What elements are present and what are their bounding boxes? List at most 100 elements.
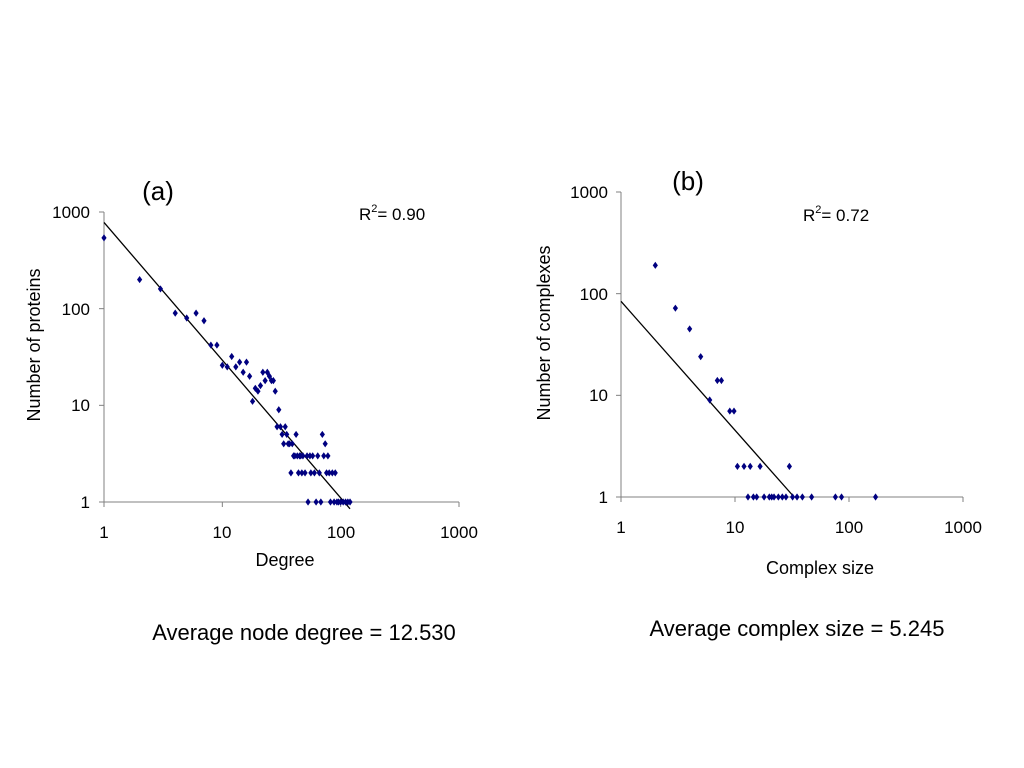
- data-point-b: [745, 493, 751, 501]
- data-point-a: [331, 498, 337, 506]
- data-point-b: [672, 304, 678, 312]
- y-tick-label: 10: [71, 396, 90, 415]
- data-point-a: [137, 275, 143, 284]
- data-point-a: [184, 314, 190, 322]
- y-axis-title-b: Number of complexes: [534, 245, 554, 420]
- y-tick-label: 1000: [52, 203, 90, 222]
- data-point-a: [284, 430, 290, 439]
- data-point-a: [157, 285, 164, 293]
- data-point-b: [707, 396, 713, 404]
- data-point-a: [229, 352, 235, 361]
- x-axis-title-b: Complex size: [766, 558, 874, 578]
- data-point-a: [289, 440, 295, 448]
- data-point-b: [799, 493, 805, 501]
- x-axis-title-a: Degree: [255, 550, 314, 570]
- data-point-b: [714, 376, 720, 385]
- data-point-a: [323, 469, 330, 477]
- data-point-a: [319, 430, 325, 439]
- y-tick-label: 1: [81, 493, 90, 512]
- data-point-a: [266, 372, 273, 380]
- data-point-a: [347, 498, 353, 506]
- x-tick-label: 1000: [944, 518, 982, 537]
- caption-average-complex-size: Average complex size = 5.245: [650, 616, 945, 641]
- data-point-a: [282, 423, 288, 431]
- chart-a: (a) R2= 0.90 1 10 100 1000 1 10 100 1000…: [24, 176, 478, 570]
- y-axis-title-a: Number of proteins: [24, 268, 44, 421]
- data-point-a: [172, 309, 178, 317]
- ticks-a: [99, 211, 460, 507]
- data-point-b: [687, 325, 693, 333]
- data-point-a: [240, 368, 246, 376]
- data-point-a: [260, 368, 266, 376]
- points-a: [101, 234, 353, 506]
- y-tick-label: 1: [599, 488, 608, 507]
- y-tick-label: 1000: [570, 183, 608, 202]
- ticks-b: [616, 191, 964, 502]
- data-point-a: [257, 382, 264, 390]
- data-point-a: [302, 469, 308, 477]
- data-point-a: [277, 423, 284, 431]
- x-tick-label: 100: [835, 518, 863, 537]
- data-point-a: [276, 406, 282, 414]
- data-point-a: [201, 317, 207, 325]
- data-point-a: [281, 440, 287, 448]
- data-point-b: [731, 407, 737, 415]
- data-point-a: [214, 341, 220, 349]
- data-point-a: [193, 309, 199, 317]
- data-point-b: [718, 376, 725, 385]
- data-point-a: [255, 387, 261, 395]
- data-point-b: [741, 462, 747, 470]
- data-point-a: [208, 341, 214, 349]
- y-tick-label: 100: [62, 300, 90, 319]
- trend-line-b: [620, 300, 795, 498]
- data-point-a: [315, 452, 321, 460]
- y-tick-label: 10: [589, 386, 608, 405]
- data-point-a: [249, 397, 256, 405]
- data-point-b: [757, 462, 763, 470]
- data-point-b: [872, 493, 879, 501]
- data-point-b: [754, 493, 760, 501]
- points-b: [652, 261, 879, 501]
- data-point-b: [838, 493, 845, 501]
- data-point-a: [233, 363, 239, 371]
- data-point-a: [286, 440, 293, 448]
- data-point-a: [327, 498, 334, 506]
- data-point-a: [247, 372, 253, 380]
- data-point-a: [329, 469, 335, 477]
- data-point-a: [252, 384, 258, 392]
- data-point-b: [734, 462, 741, 470]
- data-point-a: [274, 423, 280, 431]
- panel-label-a: (a): [142, 176, 174, 206]
- data-point-a: [313, 498, 319, 506]
- data-point-a: [318, 498, 324, 506]
- data-point-a: [311, 469, 318, 477]
- x-tick-label: 100: [327, 523, 355, 542]
- data-point-b: [809, 493, 815, 501]
- caption-average-node-degree: Average node degree = 12.530: [152, 620, 456, 645]
- data-point-b: [750, 493, 756, 501]
- data-point-a: [262, 377, 268, 385]
- data-point-a: [326, 469, 332, 477]
- data-point-a: [237, 358, 243, 366]
- data-point-a: [295, 469, 302, 477]
- data-point-a: [224, 363, 230, 371]
- data-point-a: [101, 234, 107, 242]
- data-point-a: [219, 361, 225, 369]
- chart-b: (b) R2= 0.72 1 10 100 1000 1 10 100 1000…: [534, 166, 982, 578]
- data-point-b: [794, 493, 800, 501]
- data-point-b: [789, 493, 796, 501]
- data-point-a: [299, 469, 305, 477]
- r2-label-b: R2= 0.72: [803, 204, 869, 225]
- data-point-b: [698, 353, 704, 361]
- x-tick-label: 1: [616, 518, 625, 537]
- x-tick-label: 1: [99, 523, 108, 542]
- data-point-a: [305, 498, 311, 506]
- data-point-a: [300, 452, 306, 460]
- data-point-a: [308, 469, 314, 477]
- data-point-b: [761, 493, 767, 501]
- data-point-a: [321, 452, 327, 460]
- data-point-b: [786, 462, 792, 470]
- data-point-a: [325, 452, 331, 460]
- data-point-b: [832, 493, 839, 501]
